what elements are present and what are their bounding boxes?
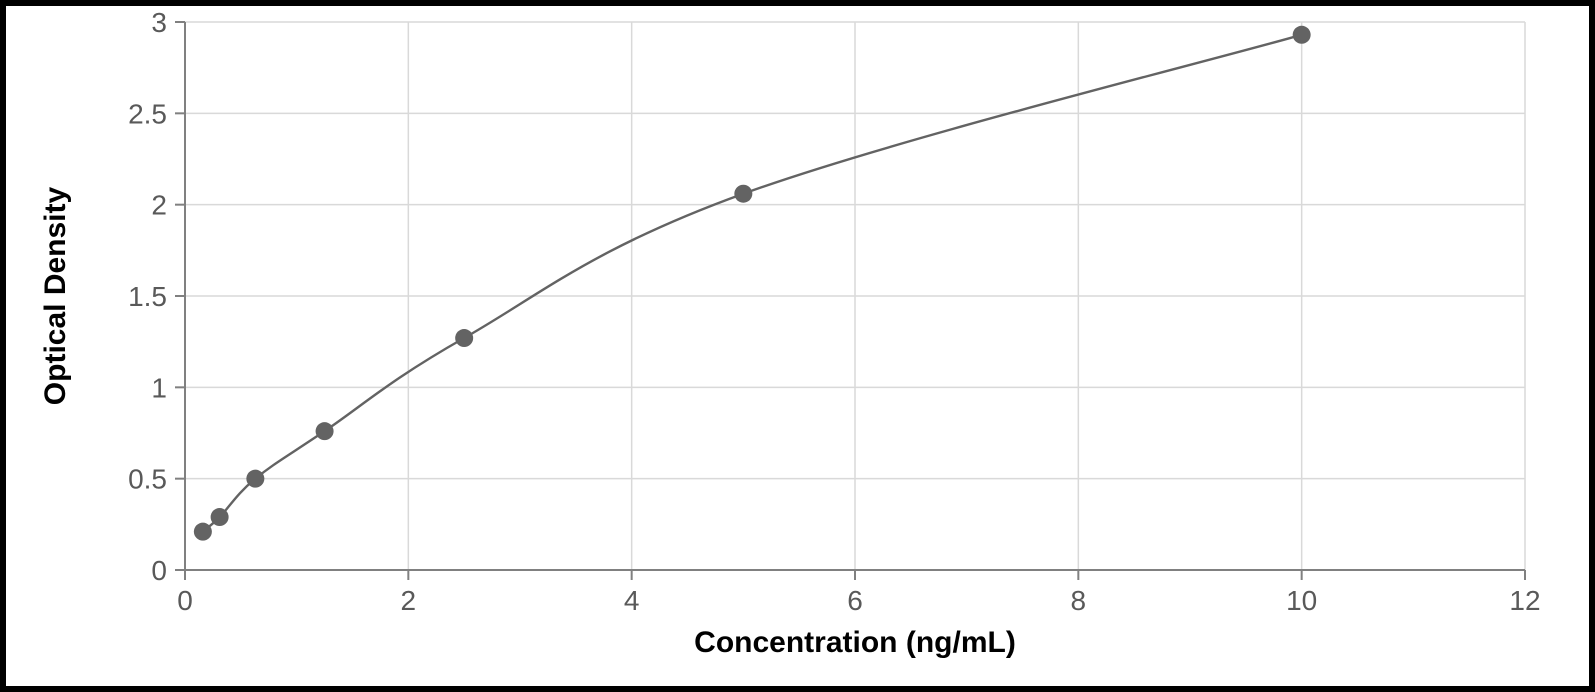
x-tick-label: 12 <box>1509 585 1540 616</box>
x-tick-label: 4 <box>624 585 640 616</box>
x-tick-label: 10 <box>1286 585 1317 616</box>
data-point <box>455 329 473 347</box>
y-tick-label: 2 <box>151 190 167 221</box>
y-tick-label: 1.5 <box>128 281 167 312</box>
x-axis-label: Concentration (ng/mL) <box>694 626 1016 659</box>
data-point <box>194 523 212 541</box>
data-point <box>734 185 752 203</box>
y-tick-label: 0 <box>151 555 167 586</box>
x-tick-label: 0 <box>177 585 193 616</box>
y-tick-label: 1 <box>151 372 167 403</box>
y-tick-label: 3 <box>151 7 167 38</box>
chart-frame: 0 2 4 6 8 10 12 0 0.5 1 1.5 2 2.5 3 Concentration (ng/… <box>0 0 1595 692</box>
data-point <box>1293 26 1311 44</box>
data-point <box>246 470 264 488</box>
x-tick-label: 8 <box>1071 585 1087 616</box>
y-axis-label: Optical Density <box>39 186 72 405</box>
data-point <box>316 422 334 440</box>
y-tick-label: 2.5 <box>128 98 167 129</box>
x-tick-label: 6 <box>847 585 863 616</box>
chart-svg: 0 2 4 6 8 10 12 0 0.5 1 1.5 2 2.5 3 Concentration (ng/… <box>6 6 1589 686</box>
data-point <box>211 508 229 526</box>
y-tick-label: 0.5 <box>128 464 167 495</box>
x-tick-label: 2 <box>401 585 417 616</box>
